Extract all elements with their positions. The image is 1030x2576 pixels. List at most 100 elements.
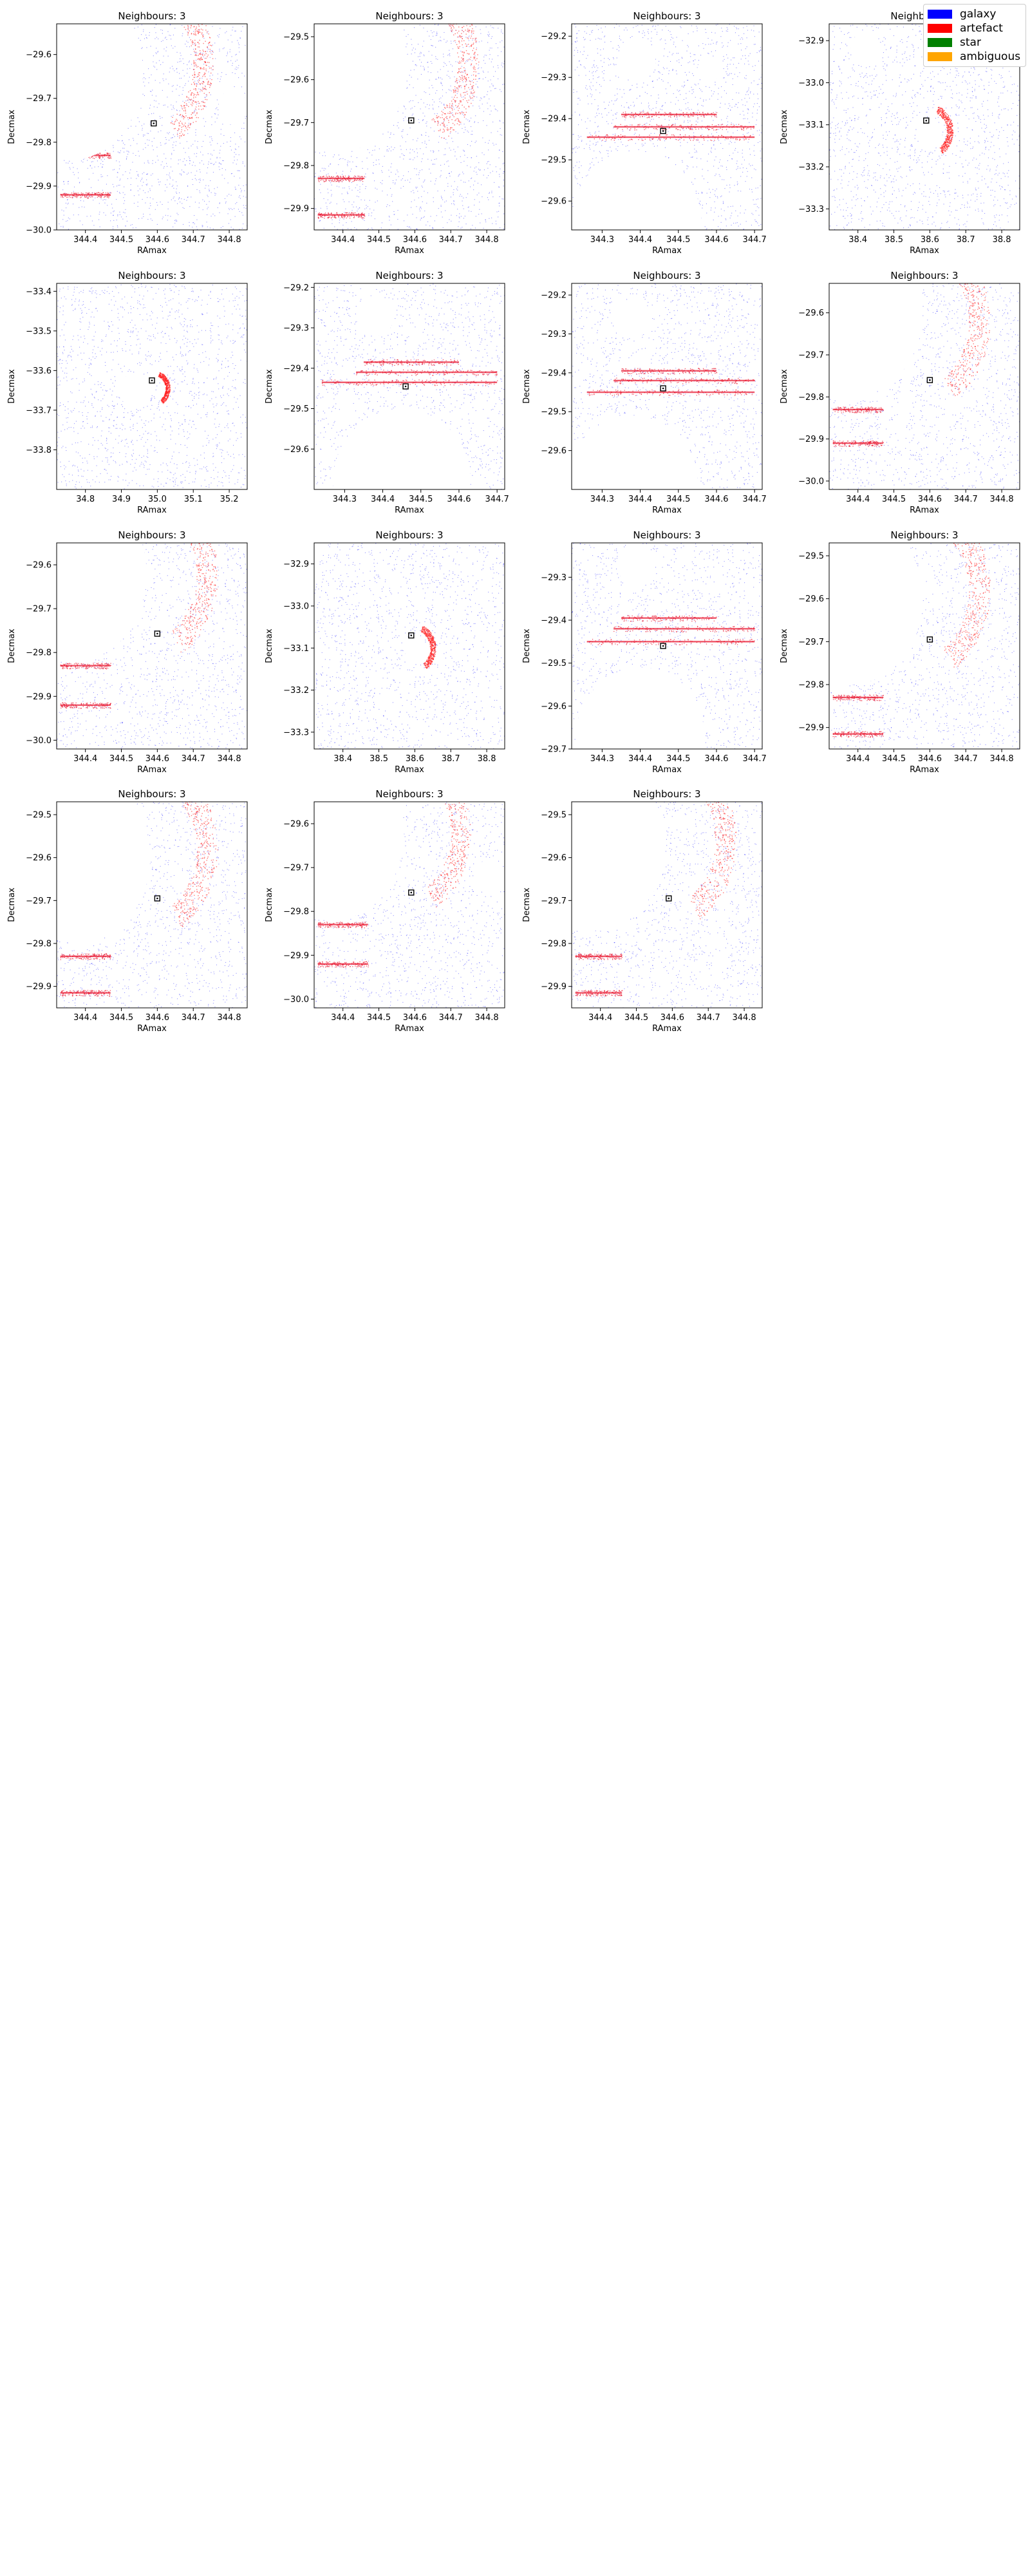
artefact-point — [166, 2, 167, 3]
galaxy-point — [426, 202, 427, 204]
artefact-point — [187, 26, 189, 27]
artefact-point — [461, 8, 462, 9]
artefact-point — [473, 68, 474, 70]
galaxy-point — [107, 175, 108, 176]
artefact-point — [341, 214, 342, 216]
galaxy-point — [199, 30, 200, 31]
artefact-point — [334, 180, 335, 181]
galaxy-point — [235, 61, 236, 62]
galaxy-point — [377, 200, 378, 202]
galaxy-point — [105, 149, 106, 151]
galaxy-point — [489, 114, 491, 115]
galaxy-point — [198, 79, 200, 80]
galaxy-point — [69, 160, 70, 162]
galaxy-point — [415, 64, 417, 65]
artefact-point — [166, 0, 167, 1]
galaxy-point — [488, 35, 489, 36]
artefact-point — [464, 91, 465, 93]
artefact-point — [196, 6, 197, 7]
galaxy-point — [618, 139, 619, 140]
galaxy-point — [200, 89, 201, 90]
galaxy-point — [203, 164, 204, 165]
artefact-point — [443, 125, 444, 126]
artefact-point — [331, 216, 332, 218]
galaxy-point — [206, 204, 207, 205]
galaxy-point — [197, 147, 198, 149]
galaxy-point — [445, 42, 447, 43]
artefact-point — [205, 89, 207, 90]
artefact-point — [447, 4, 448, 5]
galaxy-point — [196, 156, 197, 157]
artefact-point — [473, 82, 474, 83]
artefact-point — [200, 53, 201, 55]
artefact-point — [328, 180, 330, 181]
artefact-point — [338, 216, 339, 218]
artefact-point — [474, 67, 476, 68]
artefact-point — [460, 37, 462, 38]
artefact-point — [317, 217, 319, 218]
galaxy-point — [243, 207, 245, 209]
galaxy-point — [314, 198, 315, 200]
artefact-point — [187, 24, 189, 26]
galaxy-point — [642, 109, 644, 111]
galaxy-point — [143, 216, 144, 217]
artefact-point — [466, 100, 467, 102]
artefact-point — [191, 33, 192, 35]
artefact-point — [437, 4, 438, 5]
galaxy-point — [487, 197, 488, 198]
galaxy-point — [403, 158, 404, 160]
artefact-point — [464, 19, 465, 20]
artefact-point — [332, 177, 333, 178]
galaxy-point — [148, 82, 149, 84]
artefact-point — [348, 178, 350, 179]
galaxy-point — [162, 40, 164, 41]
artefact-point — [453, 91, 454, 93]
artefact-point — [187, 125, 189, 126]
artefact-point — [360, 216, 361, 218]
artefact-point — [454, 86, 456, 88]
artefact-point — [169, 3, 170, 4]
artefact-point — [442, 112, 444, 113]
galaxy-point — [232, 72, 233, 73]
galaxy-point — [216, 156, 218, 158]
artefact-point — [84, 195, 86, 196]
artefact-point — [464, 18, 465, 19]
galaxy-point — [576, 37, 577, 38]
galaxy-point — [583, 46, 585, 48]
galaxy-point — [205, 121, 207, 122]
galaxy-point — [162, 30, 163, 31]
artefact-point — [474, 52, 476, 53]
galaxy-point — [124, 200, 126, 202]
galaxy-point — [502, 84, 503, 85]
galaxy-point — [130, 189, 131, 191]
galaxy-point — [192, 144, 194, 145]
galaxy-point — [727, 131, 729, 133]
galaxy-point — [167, 202, 169, 203]
galaxy-point — [440, 82, 442, 84]
galaxy-point — [480, 169, 481, 171]
galaxy-point — [409, 158, 410, 160]
artefact-point — [100, 196, 102, 198]
artefact-point — [200, 59, 201, 61]
galaxy-point — [117, 172, 118, 173]
galaxy-point — [440, 77, 442, 79]
artefact-point — [100, 196, 102, 198]
artefact-point — [465, 19, 466, 20]
artefact-point — [359, 179, 360, 180]
galaxy-point — [185, 152, 186, 153]
galaxy-point — [186, 200, 187, 201]
artefact-point — [456, 17, 457, 18]
galaxy-point — [503, 46, 505, 48]
galaxy-point — [347, 164, 348, 165]
galaxy-point — [404, 106, 405, 108]
galaxy-point — [750, 91, 751, 92]
artefact-point — [347, 216, 348, 218]
artefact-point — [475, 59, 476, 61]
galaxy-point — [440, 97, 442, 99]
artefact-point — [180, 5, 181, 6]
artefact-point — [196, 91, 198, 93]
artefact-point — [208, 43, 209, 44]
galaxy-point — [742, 167, 744, 169]
artefact-point — [477, 54, 478, 55]
galaxy-point — [157, 52, 158, 53]
